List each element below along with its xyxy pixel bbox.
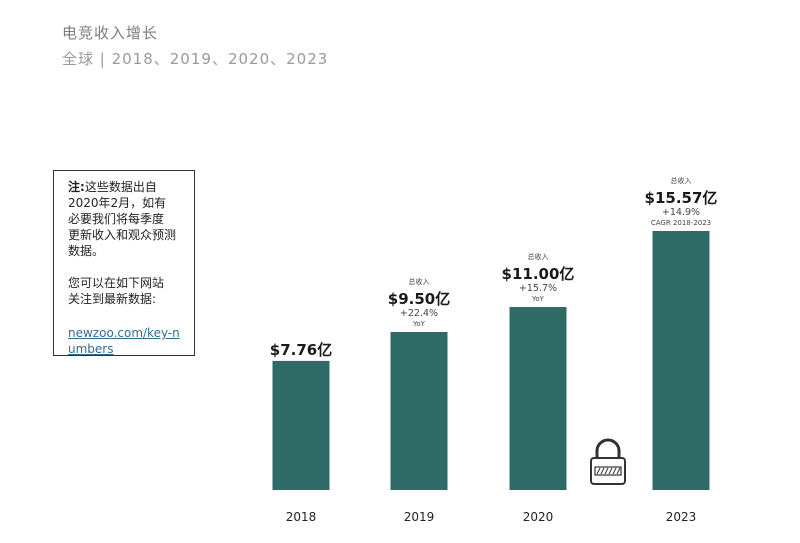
bar bbox=[390, 331, 448, 490]
data-label: $15.57亿 bbox=[645, 189, 718, 207]
newzoo-link[interactable]: newzoo.com/key-numbers bbox=[68, 326, 180, 356]
total-revenue-label: 总收入 bbox=[409, 277, 430, 286]
growth-label: +22.4% bbox=[400, 308, 438, 319]
x-tick-label: 2018 bbox=[286, 510, 317, 524]
x-tick-label: 2019 bbox=[404, 510, 435, 524]
total-revenue-label: 总收入 bbox=[671, 176, 692, 185]
bar bbox=[272, 360, 330, 490]
note-line: 您可以在如下网站 bbox=[68, 276, 165, 290]
bar bbox=[652, 231, 710, 490]
note-label: 注: bbox=[68, 180, 85, 194]
padlock-icon bbox=[590, 438, 626, 485]
growth-type-label: CAGR 2018-2023 bbox=[651, 219, 711, 227]
total-revenue-label: 总收入 bbox=[528, 252, 549, 261]
growth-type-label: YoY bbox=[531, 295, 545, 303]
chart-subtitle: 全球 | 2018、2019、2020、2023 bbox=[62, 50, 329, 68]
note-text: 这些数据出自 bbox=[84, 180, 157, 194]
x-tick-label: 2023 bbox=[666, 510, 697, 524]
note-line: 更新收入和观众预测 bbox=[68, 228, 177, 242]
chart-title: 电竞收入增长 bbox=[62, 24, 159, 42]
note-line: 数据。 bbox=[68, 244, 105, 258]
data-label: $9.50亿 bbox=[388, 290, 450, 308]
note-box: 注:这些数据出自 2020年2月，如有 必要我们将每季度 更新收入和观众预测 数… bbox=[53, 170, 195, 356]
note-line: 必要我们将每季度 bbox=[68, 212, 165, 226]
growth-label: +14.9% bbox=[662, 207, 700, 218]
bar bbox=[509, 307, 567, 490]
x-tick-label: 2020 bbox=[523, 510, 554, 524]
data-label: $11.00亿 bbox=[502, 265, 575, 283]
growth-label: +15.7% bbox=[519, 283, 557, 294]
growth-type-label: YoY bbox=[412, 320, 426, 328]
data-label: $7.76亿 bbox=[270, 341, 332, 359]
note-line: 2020年2月，如有 bbox=[68, 196, 167, 210]
note-line: 注:这些数据出自 bbox=[68, 179, 182, 195]
note-line: 关注到最新数据: bbox=[68, 292, 157, 306]
